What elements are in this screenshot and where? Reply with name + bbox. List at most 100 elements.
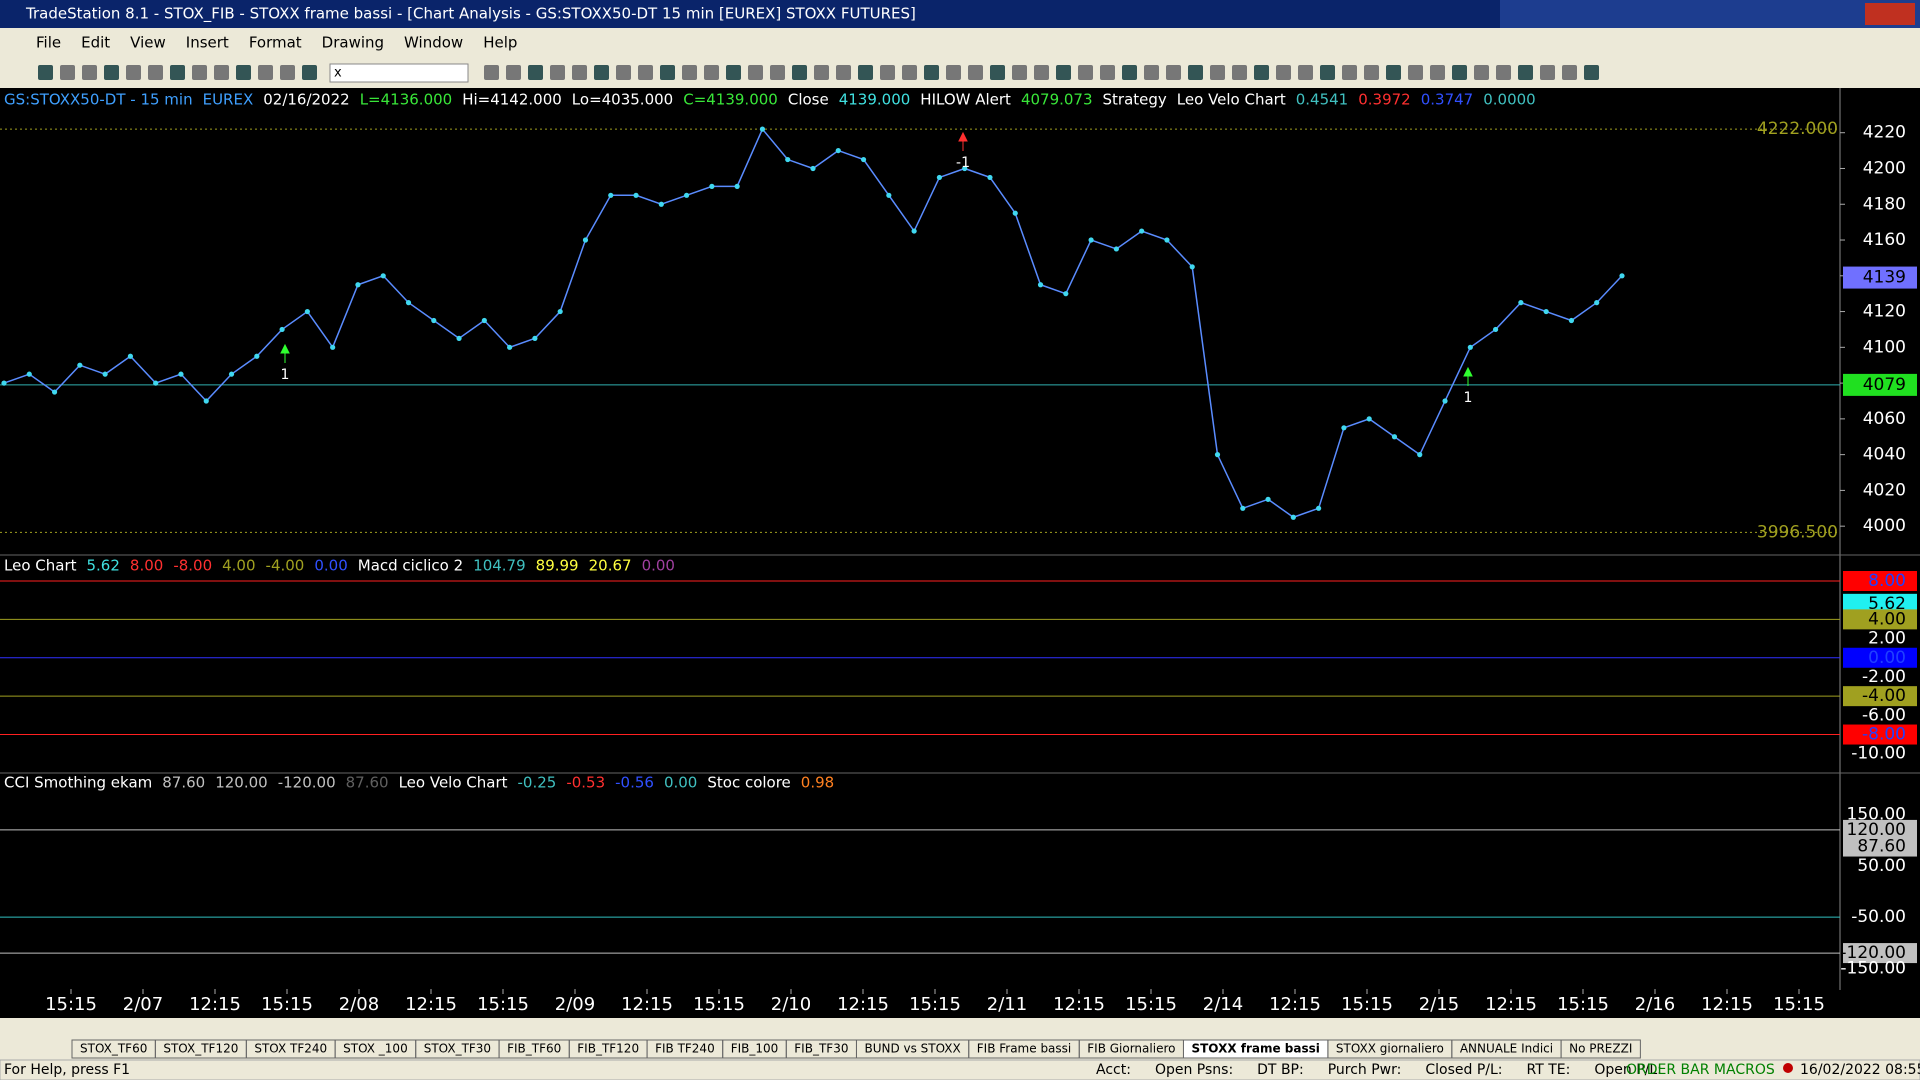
menu-item[interactable]: Help [483, 34, 517, 52]
toolbar-button[interactable] [616, 65, 631, 80]
toolbar-button[interactable] [836, 65, 851, 80]
menu-item[interactable]: Drawing [322, 34, 384, 52]
maximize[interactable] [1818, 3, 1854, 25]
status-macros[interactable]: ORDER BAR MACROS [1626, 1062, 1775, 1078]
toolbar-button[interactable] [1342, 65, 1357, 80]
toolbar-button[interactable] [192, 65, 207, 80]
toolbar-button[interactable] [792, 65, 807, 80]
toolbar-button[interactable] [968, 65, 983, 80]
toolbar-button[interactable] [1364, 65, 1379, 80]
toolbar-button[interactable] [302, 65, 317, 80]
toolbar-button[interactable] [1562, 65, 1577, 80]
tab-label[interactable]: STOX _100 [343, 1042, 408, 1056]
minimize[interactable] [1780, 3, 1816, 25]
toolbar-button[interactable] [1012, 65, 1027, 80]
toolbar-button[interactable] [594, 65, 609, 80]
tab-label[interactable]: FIB TF240 [655, 1042, 715, 1056]
toolbar-button[interactable] [1584, 65, 1599, 80]
toolbar-button[interactable] [902, 65, 917, 80]
legend-text: Lo=4035.000 [572, 91, 673, 109]
toolbar-button[interactable] [726, 65, 741, 80]
toolbar-button[interactable] [236, 65, 251, 80]
toolbar-button[interactable] [484, 65, 499, 80]
toolbar-button[interactable] [214, 65, 229, 80]
toolbar-button[interactable] [924, 65, 939, 80]
tab-label[interactable]: FIB_TF120 [577, 1042, 639, 1056]
toolbar-button[interactable] [1320, 65, 1335, 80]
toolbar-button[interactable] [990, 65, 1005, 80]
toolbar-button[interactable] [748, 65, 763, 80]
toolbar-button[interactable] [858, 65, 873, 80]
toolbar-button[interactable] [280, 65, 295, 80]
toolbar-button[interactable] [770, 65, 785, 80]
menu-item[interactable]: View [130, 34, 166, 52]
tab-label[interactable]: FIB_100 [731, 1042, 779, 1056]
toolbar-button[interactable] [1452, 65, 1467, 80]
tab-label[interactable]: No PREZZI [1569, 1042, 1632, 1056]
toolbar-button[interactable] [1518, 65, 1533, 80]
toolbar-button[interactable] [528, 65, 543, 80]
toolbar-button[interactable] [1496, 65, 1511, 80]
toolbar-button[interactable] [638, 65, 653, 80]
tab-label[interactable]: STOX_TF60 [80, 1042, 147, 1056]
tab-label[interactable]: STOX_TF120 [163, 1042, 238, 1056]
toolbar-button[interactable] [126, 65, 141, 80]
tab-label[interactable]: FIB_TF60 [507, 1042, 561, 1056]
toolbar-button[interactable] [660, 65, 675, 80]
toolbar-button[interactable] [1474, 65, 1489, 80]
toolbar-button[interactable] [1210, 65, 1225, 80]
signal-arrow [958, 131, 968, 151]
toolbar-button[interactable] [880, 65, 895, 80]
toolbar-button[interactable] [1298, 65, 1313, 80]
toolbar-button[interactable] [170, 65, 185, 80]
toolbar-button[interactable] [1232, 65, 1247, 80]
tab-label[interactable]: FIB Frame bassi [977, 1042, 1072, 1056]
toolbar-button[interactable] [1276, 65, 1291, 80]
toolbar-button[interactable] [946, 65, 961, 80]
menu-item[interactable]: Window [404, 34, 463, 52]
tab-label[interactable]: STOX_TF30 [424, 1042, 491, 1056]
menu-item[interactable]: Insert [186, 34, 229, 52]
menu-item[interactable]: File [36, 34, 61, 52]
toolbar-button[interactable] [1188, 65, 1203, 80]
toolbar-button[interactable] [1100, 65, 1115, 80]
toolbar-button[interactable] [1408, 65, 1423, 80]
menu-item[interactable]: Edit [81, 34, 110, 52]
toolbar-button[interactable] [1034, 65, 1049, 80]
toolbar-button[interactable] [1430, 65, 1445, 80]
close[interactable] [1865, 3, 1915, 25]
tab-label[interactable]: STOXX giornaliero [1336, 1042, 1444, 1056]
toolbar-button[interactable] [814, 65, 829, 80]
toolbar-button[interactable] [1254, 65, 1269, 80]
tab-label[interactable]: FIB_TF30 [794, 1042, 848, 1056]
symbol-combo[interactable] [329, 63, 469, 83]
toolbar-button[interactable] [258, 65, 273, 80]
toolbar-button[interactable] [38, 65, 53, 80]
toolbar-button[interactable] [1540, 65, 1555, 80]
toolbar-button[interactable] [506, 65, 521, 80]
tab-label[interactable]: STOXX frame bassi [1191, 1042, 1319, 1056]
tab-label[interactable]: ANNUALE Indici [1460, 1042, 1553, 1056]
tab[interactable] [1560, 1039, 1641, 1059]
tab-label[interactable]: BUND vs STOXX [864, 1042, 960, 1056]
toolbar-button[interactable] [1166, 65, 1181, 80]
toolbar-button[interactable] [60, 65, 75, 80]
y-tick-label: 0.00 [1868, 648, 1906, 668]
tab-label[interactable]: FIB Giornaliero [1087, 1042, 1175, 1056]
toolbar-button[interactable] [572, 65, 587, 80]
scrollbar[interactable] [0, 1018, 1920, 1039]
toolbar-button[interactable] [1056, 65, 1071, 80]
legend-text: 0.3972 [1358, 91, 1411, 109]
toolbar-button[interactable] [148, 65, 163, 80]
toolbar-button[interactable] [1078, 65, 1093, 80]
toolbar-button[interactable] [682, 65, 697, 80]
toolbar-button[interactable] [1386, 65, 1401, 80]
toolbar-button[interactable] [550, 65, 565, 80]
toolbar-button[interactable] [704, 65, 719, 80]
toolbar-button[interactable] [82, 65, 97, 80]
toolbar-button[interactable] [1144, 65, 1159, 80]
toolbar-button[interactable] [104, 65, 119, 80]
toolbar-button[interactable] [1122, 65, 1137, 80]
tab-label[interactable]: STOX TF240 [254, 1042, 327, 1056]
menu-item[interactable]: Format [249, 34, 302, 52]
